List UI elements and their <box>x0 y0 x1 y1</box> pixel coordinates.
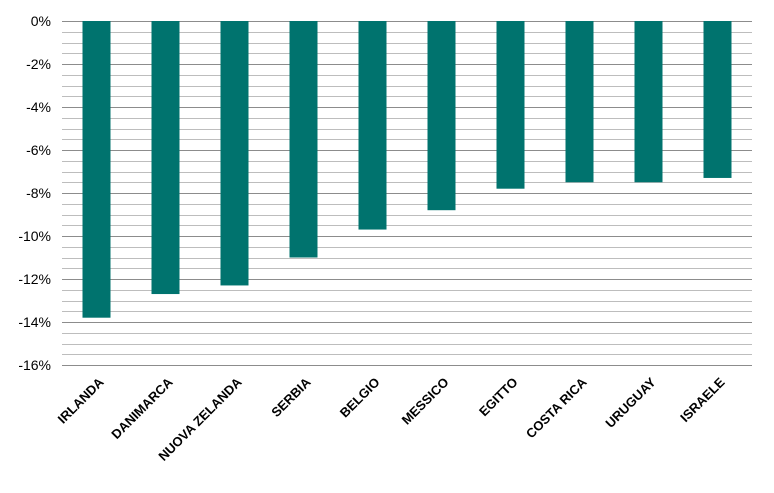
y-axis-ticks: 0% -2% -4% -6% -8% -10% -12% -14% -16% <box>18 13 51 373</box>
y-tick-label: -2% <box>26 56 51 72</box>
bar-danimarca <box>151 21 180 295</box>
x-category-label: URUGUAY <box>602 374 658 430</box>
x-category-label: IRLANDA <box>55 374 107 426</box>
y-tick-label: -6% <box>26 142 51 158</box>
bar-nuova-zelanda <box>220 21 249 286</box>
bar-uruguay <box>634 21 663 183</box>
x-category-label: EGITTO <box>476 375 521 420</box>
y-tick-label: 0% <box>31 13 51 29</box>
bar-belgio <box>358 21 387 230</box>
bar-costa-rica <box>565 21 594 183</box>
x-category-label: COSTA RICA <box>523 374 590 441</box>
y-tick-label: -8% <box>26 185 51 201</box>
bar-irlanda <box>82 21 111 318</box>
x-category-label: SERBIA <box>268 374 314 420</box>
y-tick-label: -16% <box>18 357 51 373</box>
x-category-label: ISRAELE <box>677 374 728 425</box>
x-category-label: DANIMARCA <box>108 374 176 442</box>
x-category-label: MESSICO <box>399 375 452 428</box>
x-category-label: BELGIO <box>337 375 383 421</box>
bars <box>82 21 732 318</box>
bar-messico <box>427 21 456 211</box>
bar-egitto <box>496 21 525 189</box>
bar-israele <box>703 21 732 178</box>
y-tick-label: -12% <box>18 271 51 287</box>
y-tick-label: -4% <box>26 99 51 115</box>
bar-serbia <box>289 21 318 258</box>
y-tick-label: -10% <box>18 228 51 244</box>
y-tick-label: -14% <box>18 314 51 330</box>
